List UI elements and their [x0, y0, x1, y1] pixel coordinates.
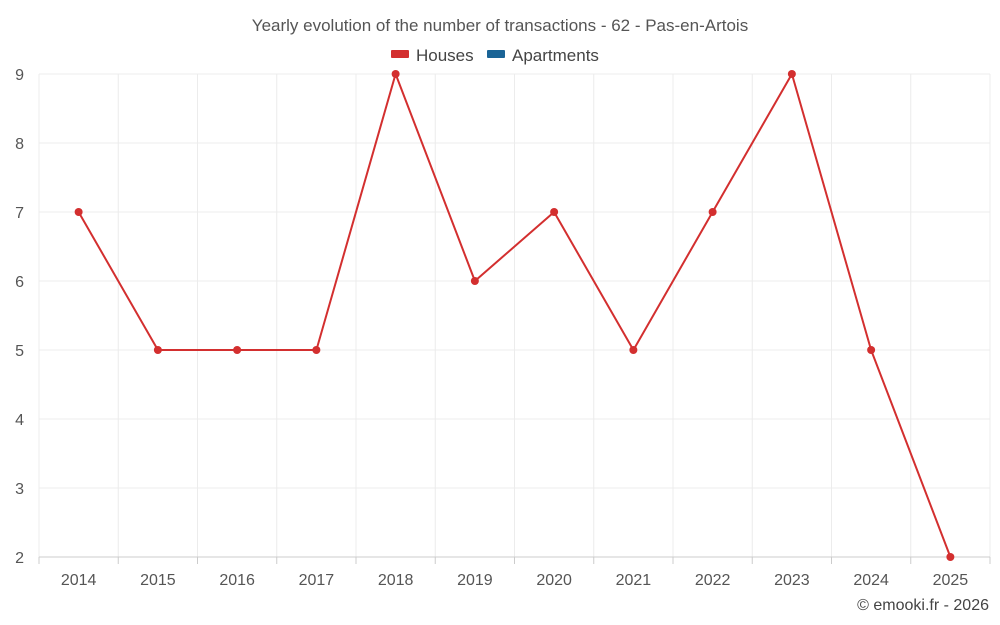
- x-tick-label: 2023: [774, 572, 810, 589]
- series-line-houses: [77, 73, 952, 558]
- x-tick-label: 2022: [695, 572, 731, 589]
- x-tick-label: 2019: [457, 572, 493, 589]
- data-point-houses[interactable]: [391, 70, 400, 78]
- x-tick-label: 2017: [299, 572, 335, 589]
- legend-item-apartments[interactable]: Apartments: [487, 46, 599, 65]
- x-tick-label: 2015: [140, 572, 176, 589]
- y-gridlines: [39, 73, 990, 489]
- legend-swatch-houses: [391, 50, 409, 58]
- x-tick-label: 2014: [61, 572, 97, 589]
- data-point-houses[interactable]: [946, 553, 955, 561]
- data-point-houses[interactable]: [629, 346, 638, 354]
- y-tick-label: 6: [15, 274, 24, 291]
- legend-label-apartments: Apartments: [512, 46, 599, 65]
- y-tick-label: 5: [15, 343, 24, 360]
- chart-title: Yearly evolution of the number of transa…: [252, 16, 748, 35]
- x-gridlines: [38, 74, 991, 557]
- legend: Houses Apartments: [391, 46, 599, 65]
- y-tick-label: 2: [15, 550, 24, 567]
- data-point-houses[interactable]: [867, 346, 876, 354]
- x-axis-ticks: 2014 2015 2016 2017 2018 2019 2020 2021 2022 2023…: [38, 557, 991, 589]
- x-tick-label: 2020: [536, 572, 572, 589]
- legend-swatch-apartments: [487, 50, 505, 58]
- data-point-houses[interactable]: [470, 277, 479, 285]
- x-tick-label: 2025: [933, 572, 969, 589]
- data-point-houses[interactable]: [233, 346, 242, 354]
- data-point-houses[interactable]: [550, 208, 559, 216]
- x-tick-label: 2016: [219, 572, 255, 589]
- legend-label-houses: Houses: [416, 46, 474, 65]
- series-layer: [74, 70, 955, 561]
- y-tick-label: 9: [15, 67, 24, 84]
- y-tick-label: 3: [15, 481, 24, 498]
- y-axis-ticks: 2 3 4 5 6 7 8 9: [15, 67, 24, 567]
- data-point-houses[interactable]: [312, 346, 321, 354]
- y-tick-label: 7: [15, 205, 24, 222]
- x-tick-label: 2024: [853, 572, 889, 589]
- data-point-houses[interactable]: [708, 208, 717, 216]
- x-tick-label: 2021: [616, 572, 652, 589]
- x-tick-label: 2018: [378, 572, 414, 589]
- legend-item-houses[interactable]: Houses: [391, 46, 474, 65]
- data-point-houses[interactable]: [787, 70, 796, 78]
- y-tick-label: 4: [15, 412, 24, 429]
- credit-text: © emooki.fr - 2026: [857, 597, 989, 614]
- y-tick-label: 8: [15, 136, 24, 153]
- data-point-houses[interactable]: [74, 208, 83, 216]
- data-point-houses[interactable]: [153, 346, 162, 354]
